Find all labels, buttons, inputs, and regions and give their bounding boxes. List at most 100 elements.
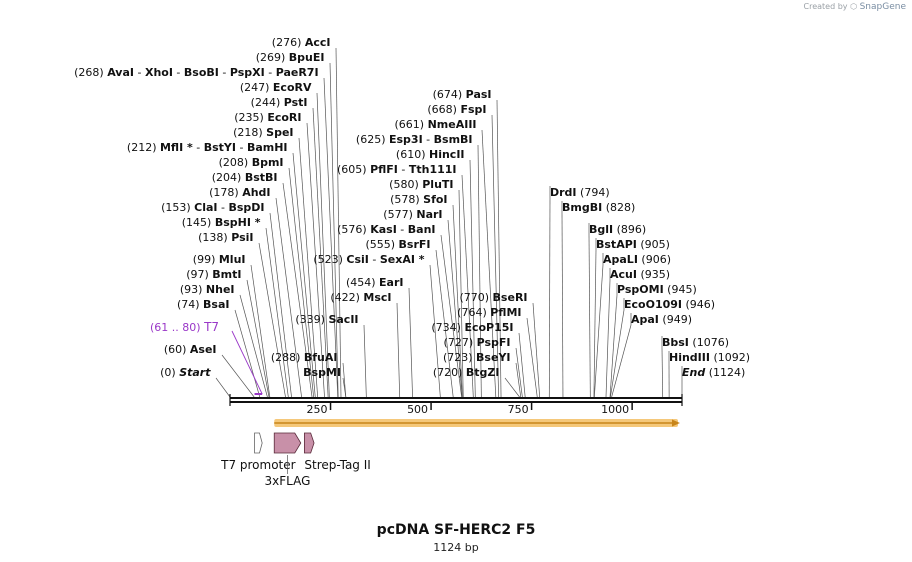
site-label[interactable]: (661) NmeAIII [395,118,477,131]
site-label[interactable]: (244) PstI [251,96,308,109]
site-line [452,204,463,398]
site-line [469,159,476,398]
tick-label: 250 [307,403,328,416]
site-line [239,294,268,398]
site-label[interactable]: (268) AvaI - XhoI - BsoBI - PspXI - PaeR… [74,66,318,79]
site-line [265,227,289,398]
site-label[interactable]: (454) EarI [346,276,404,289]
site-label[interactable]: (770) BseRI [459,291,527,304]
site-label[interactable]: (674) PasI [433,88,492,101]
feature-shape[interactable] [303,432,315,454]
site-label[interactable]: (138) PsiI [198,231,253,244]
feature-track: T7 promoter 3xFLAG Strep-Tag II [220,432,371,488]
feature-shape[interactable] [273,432,302,454]
site-label[interactable]: (178) AhdI [209,186,270,199]
site-label[interactable]: (153) ClaI - BspDI [161,201,264,214]
site-line [429,264,441,398]
site-line [504,377,520,398]
site-line [518,332,526,398]
sequence-length: 1124 bp [433,541,479,554]
site-line [447,219,463,398]
site-label[interactable]: PspOMI (945) [617,283,697,296]
site-label[interactable]: (555) BsrFI [365,238,430,251]
feature-label[interactable]: 3xFLAG [265,474,311,488]
site-line [292,152,316,398]
site-line [298,137,319,398]
site-label[interactable]: (727) PspFI [444,336,511,349]
site-label[interactable]: (212) MflI * - BstYI - BamHI [127,141,288,154]
site-label[interactable]: (723) BseYI [443,351,511,364]
site-line [461,174,474,398]
site-label[interactable]: (668) FspI [427,103,486,116]
site-label[interactable]: BglI (896) [589,223,646,236]
site-line [491,114,499,398]
site-label[interactable]: (204) BstBI [212,171,278,184]
site-line [342,377,347,398]
site-line [481,129,497,398]
site-label[interactable]: (422) MscI [330,291,391,304]
site-line [477,144,482,398]
site-label[interactable]: (276) AccI [272,36,331,49]
credit-brand: SnapGene [859,2,906,12]
site-label[interactable]: (625) Esp3I - BsmBI [356,133,473,146]
site-label[interactable]: (97) BmtI [186,268,241,281]
site-label[interactable]: End (1124) [682,366,745,379]
site-label[interactable]: (523) CsiI - SexAI * [313,253,424,266]
site-line [306,122,325,398]
site-line [342,362,347,398]
site-label[interactable]: (610) HincII [396,148,465,161]
feature-label[interactable]: Strep-Tag II [304,458,370,472]
primer-label[interactable]: (61 .. 80) T7 [150,320,219,334]
site-lines [215,47,683,398]
site-line [548,197,551,398]
site-label[interactable]: (288) BfuAI [271,351,338,364]
site-label[interactable]: BstAPI (905) [596,238,670,251]
site-label[interactable]: (269) BpuEI [256,51,325,64]
site-label[interactable]: (734) EcoP15I [431,321,513,334]
site-label[interactable]: BmgBI (828) [562,201,635,214]
site-label[interactable]: (60) AseI [164,343,217,356]
site-label[interactable]: (578) SfoI [390,193,447,206]
site-label[interactable]: ApaI (949) [631,313,692,326]
site-line [335,47,342,398]
feature-label[interactable]: T7 promoter [220,458,296,472]
site-line [440,234,462,398]
site-label[interactable]: (576) KasI - BanI [337,223,435,236]
site-label[interactable]: (93) NheI [180,283,235,296]
site-label[interactable]: BspMI [303,366,341,379]
site-label[interactable]: (208) BpmI [219,156,284,169]
site-line [275,197,302,398]
site-label[interactable]: (720) BtgZI [433,366,500,379]
site-label[interactable]: (764) PflMI [457,306,521,319]
site-label[interactable]: EcoO109I (946) [624,298,715,311]
site-line [396,302,401,398]
site-label[interactable]: (339) SacII [295,313,358,326]
site-line [282,182,313,398]
site-line [221,354,255,398]
snapgene-logo-icon: ⬡ [850,2,858,11]
site-label[interactable]: (580) PluTI [389,178,453,191]
feature-shape[interactable] [254,432,263,454]
site-label[interactable]: (605) PflFI - Tth111I [337,163,457,176]
site-line [234,309,261,398]
site-label[interactable]: AcuI (935) [610,268,670,281]
site-label[interactable]: BbsI (1076) [662,336,729,349]
site-label[interactable]: HindIII (1092) [669,351,750,364]
site-label[interactable]: ApaLI (906) [603,253,671,266]
site-label[interactable]: (247) EcoRV [240,81,312,94]
site-line [323,77,339,398]
site-label[interactable]: (99) MluI [193,253,246,266]
sequence-map: 250 500 750 1000 T7 promoter 3xFLAG Strep-Tag… [74,36,750,488]
site-label[interactable]: (74) BsaI [177,298,230,311]
site-label[interactable]: (218) SpeI [233,126,293,139]
site-label[interactable]: (235) EcoRI [234,111,301,124]
site-line [610,309,625,398]
site-line [329,62,339,398]
site-label[interactable]: (145) BspHI * [182,216,261,229]
site-line [288,167,314,398]
site-label[interactable]: DrdI (794) [550,186,610,199]
credit-created-by: Created by [803,2,848,11]
site-label[interactable]: (577) NarI [383,208,442,221]
site-labels: (276) AccI (269) BpuEI (268) AvaI - XhoI -… [74,36,750,379]
site-label[interactable]: (0) Start [160,366,211,379]
